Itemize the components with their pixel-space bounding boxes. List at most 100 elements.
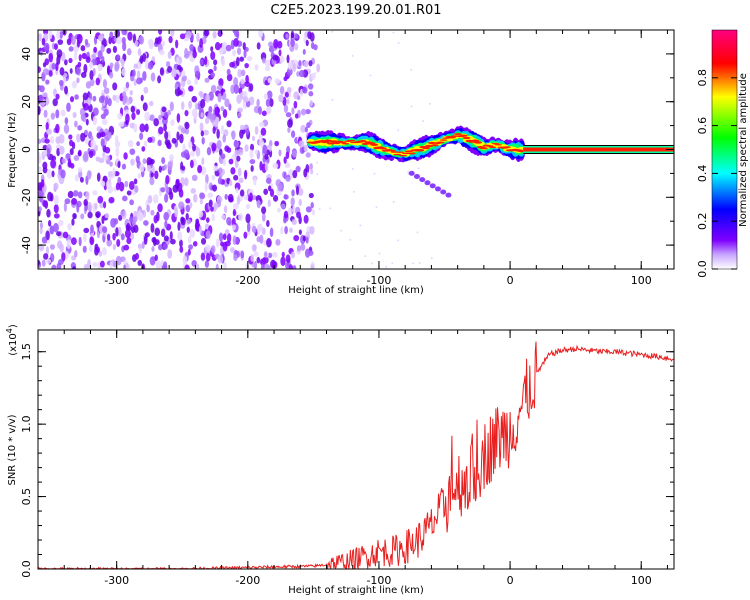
noise-blob	[133, 178, 138, 185]
noise-blob	[210, 46, 214, 52]
noise-blob	[278, 49, 282, 57]
noise-blob	[83, 227, 90, 234]
noise-blob	[185, 212, 189, 221]
noise-blob	[290, 30, 295, 38]
noise-blob	[145, 57, 149, 67]
noise-blob	[304, 126, 308, 133]
noise-blob	[38, 195, 43, 203]
noise-blob	[66, 38, 72, 46]
noise-blob	[222, 158, 227, 166]
snr-y-multiplier: (x104)	[5, 324, 19, 356]
noise-blob	[200, 112, 204, 118]
noise-blob	[114, 30, 121, 39]
noise-blob	[272, 194, 279, 202]
noise-blob	[116, 54, 121, 61]
noise-blob	[72, 266, 77, 269]
noise-blob	[167, 249, 173, 259]
noise-blob	[163, 235, 169, 242]
noise-blob	[253, 177, 257, 186]
noise-blob	[251, 135, 256, 141]
noise-blob	[84, 129, 89, 136]
ridge-blob	[459, 134, 468, 137]
noise-blob	[38, 138, 42, 144]
noise-blob	[45, 245, 50, 256]
noise-blob	[245, 128, 250, 136]
noise-blob	[261, 227, 266, 235]
noise-blob	[204, 55, 208, 66]
ridge-tail-blob	[424, 180, 431, 186]
noise-blob	[316, 63, 321, 73]
noise-blob	[121, 163, 127, 170]
noise-blob	[274, 78, 281, 85]
noise-blob	[131, 112, 136, 121]
tail-band-inner	[523, 147, 674, 152]
noise-blob	[124, 180, 129, 188]
noise-blob	[269, 98, 274, 108]
noise-blob	[207, 111, 213, 120]
noise-blob	[158, 30, 163, 35]
noise-blob	[167, 65, 173, 73]
noise-blob	[39, 50, 44, 56]
noise-blob	[66, 239, 71, 250]
noise-blob	[121, 58, 125, 68]
noise-blob	[242, 42, 246, 51]
noise-blob	[42, 62, 47, 68]
noise-blob	[277, 182, 283, 192]
noise-blob	[48, 70, 53, 77]
noise-blob	[296, 245, 301, 252]
noise-blob	[193, 193, 198, 203]
noise-blob	[198, 210, 204, 218]
noise-blob	[246, 222, 251, 233]
sparse-point	[430, 256, 433, 259]
noise-blob	[223, 205, 228, 214]
noise-blob	[141, 146, 146, 152]
ridge-blob	[347, 139, 356, 142]
noise-blob	[56, 55, 61, 66]
noise-blob	[272, 54, 279, 61]
noise-blob	[129, 216, 134, 223]
noise-blob	[169, 191, 174, 200]
noise-blob	[60, 169, 66, 179]
noise-blob	[200, 252, 206, 261]
noise-blob	[263, 239, 268, 246]
noise-blob	[136, 77, 143, 85]
sparse-point	[331, 98, 334, 101]
noise-blob	[99, 260, 105, 268]
noise-blob	[112, 167, 116, 178]
noise-blob	[64, 117, 69, 125]
noise-blob	[303, 60, 309, 68]
noise-blob	[54, 43, 58, 51]
noise-blob	[74, 67, 81, 75]
noise-blob	[157, 203, 163, 213]
noise-blob	[97, 195, 104, 204]
noise-blob	[113, 260, 117, 268]
noise-blob	[226, 216, 232, 226]
noise-blob	[220, 241, 225, 247]
noise-blob	[283, 76, 288, 82]
noise-blob	[92, 261, 98, 268]
noise-blob	[143, 140, 148, 148]
noise-blob	[164, 193, 169, 203]
noise-blob	[262, 144, 268, 155]
noise-blob	[123, 260, 128, 266]
noise-blob	[174, 83, 179, 90]
noise-blob	[82, 92, 89, 101]
noise-blob	[92, 107, 99, 116]
noise-blob	[182, 143, 186, 153]
noise-blob	[228, 158, 234, 165]
noise-blob	[106, 239, 113, 247]
noise-blob	[213, 65, 217, 72]
sparse-point	[359, 224, 362, 227]
noise-blob	[158, 126, 164, 135]
noise-blob	[205, 230, 211, 240]
ridge-tail-blob	[429, 183, 436, 189]
noise-blob	[250, 165, 254, 172]
noise-blob	[259, 234, 264, 244]
noise-blob	[237, 68, 242, 78]
noise-blob	[169, 101, 174, 112]
noise-blob	[95, 77, 101, 86]
noise-blob	[258, 121, 265, 128]
noise-blob	[181, 165, 186, 171]
noise-blob	[45, 96, 49, 106]
